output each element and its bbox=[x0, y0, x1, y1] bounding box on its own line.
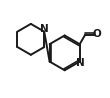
Text: N: N bbox=[40, 24, 49, 34]
Text: O: O bbox=[93, 29, 101, 39]
Text: N: N bbox=[76, 58, 85, 68]
